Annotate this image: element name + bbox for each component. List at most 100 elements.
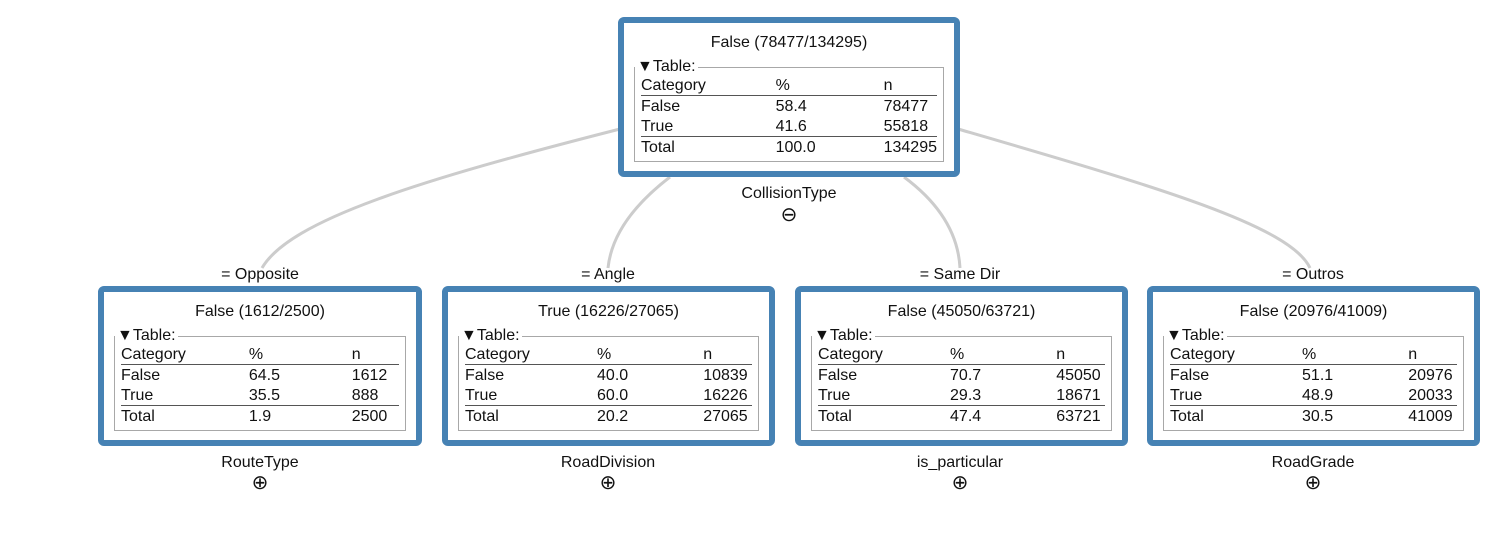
cell-n: 2500 — [351, 407, 388, 425]
cell-category: True — [1170, 385, 1303, 406]
table-header-row: Category % n — [1170, 344, 1457, 365]
cell-percent: 40.0 — [597, 366, 629, 384]
table-row: False 51.1 20976 — [1170, 365, 1457, 386]
table-legend[interactable]: ▼Table: — [637, 58, 696, 75]
table-legend[interactable]: ▼Table: — [461, 327, 520, 344]
table-header-row: Category % n — [465, 344, 752, 365]
cell-n: 45050 — [1056, 366, 1101, 384]
cell-n: 63721 — [1056, 407, 1101, 425]
header-n: n — [883, 75, 937, 96]
split-variable-label: is_particular — [916, 454, 1004, 471]
cell-percent: 1.9 — [248, 407, 272, 425]
cell-percent: 47.4 — [950, 407, 982, 425]
node-title: False (20976/41009) — [1239, 303, 1388, 320]
header-n: n — [703, 344, 752, 365]
header-percent: % — [248, 344, 352, 365]
cell-n: 888 — [351, 385, 399, 406]
cell-category: True — [818, 385, 951, 406]
stats-table: Category % n False 51.1 20976 True 48.9 … — [1170, 344, 1457, 426]
cell-n: 1612 — [351, 366, 388, 384]
cell-category: Total — [121, 407, 155, 425]
split-variable-label: CollisionType — [741, 185, 837, 202]
cell-percent: 58.4 — [775, 97, 807, 115]
table-total-row: Total 1.9 2500 — [121, 406, 399, 427]
table-legend[interactable]: ▼Table: — [1166, 327, 1225, 344]
cell-category: False — [465, 366, 505, 384]
table-header-row: Category % n — [121, 344, 399, 365]
table-header-row: Category % n — [818, 344, 1105, 365]
table-legend[interactable]: ▼Table: — [814, 327, 873, 344]
node-title: False (45050/63721) — [887, 303, 1036, 320]
cell-category: True — [121, 385, 249, 406]
child-node[interactable]: True (16226/27065) ▼Table: Category % n … — [442, 286, 775, 446]
table-total-row: Total 47.4 63721 — [818, 406, 1105, 427]
edge-label: = Angle — [581, 266, 635, 283]
node-title: True (16226/27065) — [538, 303, 679, 320]
cell-n: 78477 — [883, 97, 929, 115]
header-percent: % — [950, 344, 1057, 365]
table-row: True 60.0 16226 — [465, 385, 752, 406]
child-node[interactable]: False (1612/2500) ▼Table: Category % n F… — [98, 286, 422, 446]
stats-table: Category % n False 64.5 1612 True 35.5 8… — [121, 344, 399, 426]
node-table: ▼Table: Category % n False 64.5 1612 Tru… — [114, 328, 406, 431]
table-legend[interactable]: ▼Table: — [117, 327, 176, 344]
table-total-row: Total 100.0 134295 — [641, 137, 937, 158]
header-category: Category — [641, 75, 776, 96]
cell-percent: 70.7 — [950, 366, 982, 384]
stats-table: Category % n False 40.0 10839 True 60.0 … — [465, 344, 752, 426]
cell-category: Total — [818, 407, 852, 425]
cell-percent: 48.9 — [1302, 385, 1409, 406]
table-row: False 70.7 45050 — [818, 365, 1105, 386]
child-node[interactable]: False (45050/63721) ▼Table: Category % n… — [795, 286, 1128, 446]
cell-n: 18671 — [1056, 385, 1105, 406]
node-table: ▼Table: Category % n False 70.7 45050 Tr… — [811, 328, 1112, 431]
cell-category: False — [1170, 366, 1210, 384]
split-variable-label: RoadGrade — [1271, 454, 1355, 471]
header-category: Category — [121, 344, 249, 365]
edge-outros — [957, 127, 1312, 269]
cell-category: False — [121, 366, 161, 384]
cell-percent: 60.0 — [597, 385, 704, 406]
cell-category: False — [641, 97, 681, 115]
node-table: ▼Table: Category % n False 40.0 10839 Tr… — [458, 328, 759, 431]
cell-n: 10839 — [703, 366, 748, 384]
cell-category: True — [465, 385, 598, 406]
collapse-icon[interactable]: ⊖ — [780, 204, 798, 226]
cell-category: Total — [1170, 407, 1204, 425]
header-percent: % — [775, 75, 884, 96]
cell-n: 41009 — [1408, 407, 1453, 425]
cell-category: Total — [641, 138, 675, 156]
expand-icon[interactable]: ⊕ — [1304, 472, 1322, 494]
table-row: False 64.5 1612 — [121, 365, 399, 386]
table-row: True 41.6 55818 — [641, 116, 937, 137]
node-table: ▼Table: Category % n False 58.4 78477 Tr… — [634, 59, 944, 162]
cell-percent: 35.5 — [248, 385, 352, 406]
cell-n: 55818 — [883, 116, 937, 137]
header-percent: % — [597, 344, 704, 365]
expand-icon[interactable]: ⊕ — [599, 472, 617, 494]
edge-label: = Opposite — [221, 266, 299, 283]
edge-opposite — [260, 127, 621, 269]
table-row: True 48.9 20033 — [1170, 385, 1457, 406]
table-row: True 35.5 888 — [121, 385, 399, 406]
root-node[interactable]: False (78477/134295) ▼Table: Category % … — [618, 17, 960, 177]
edge-label: = Outros — [1282, 266, 1344, 283]
cell-percent: 100.0 — [775, 138, 816, 156]
header-n: n — [351, 344, 399, 365]
child-node[interactable]: False (20976/41009) ▼Table: Category % n… — [1147, 286, 1480, 446]
cell-n: 27065 — [703, 407, 748, 425]
header-percent: % — [1302, 344, 1409, 365]
cell-category: Total — [465, 407, 499, 425]
table-total-row: Total 20.2 27065 — [465, 406, 752, 427]
cell-percent: 51.1 — [1302, 366, 1334, 384]
cell-n: 20033 — [1408, 385, 1457, 406]
header-category: Category — [465, 344, 598, 365]
cell-category: False — [818, 366, 858, 384]
table-row: False 40.0 10839 — [465, 365, 752, 386]
split-variable-label: RouteType — [221, 454, 299, 471]
edge-label: = Same Dir — [919, 266, 1001, 283]
expand-icon[interactable]: ⊕ — [251, 472, 269, 494]
table-row: True 29.3 18671 — [818, 385, 1105, 406]
expand-icon[interactable]: ⊕ — [951, 472, 969, 494]
edge-same-dir — [903, 175, 962, 269]
